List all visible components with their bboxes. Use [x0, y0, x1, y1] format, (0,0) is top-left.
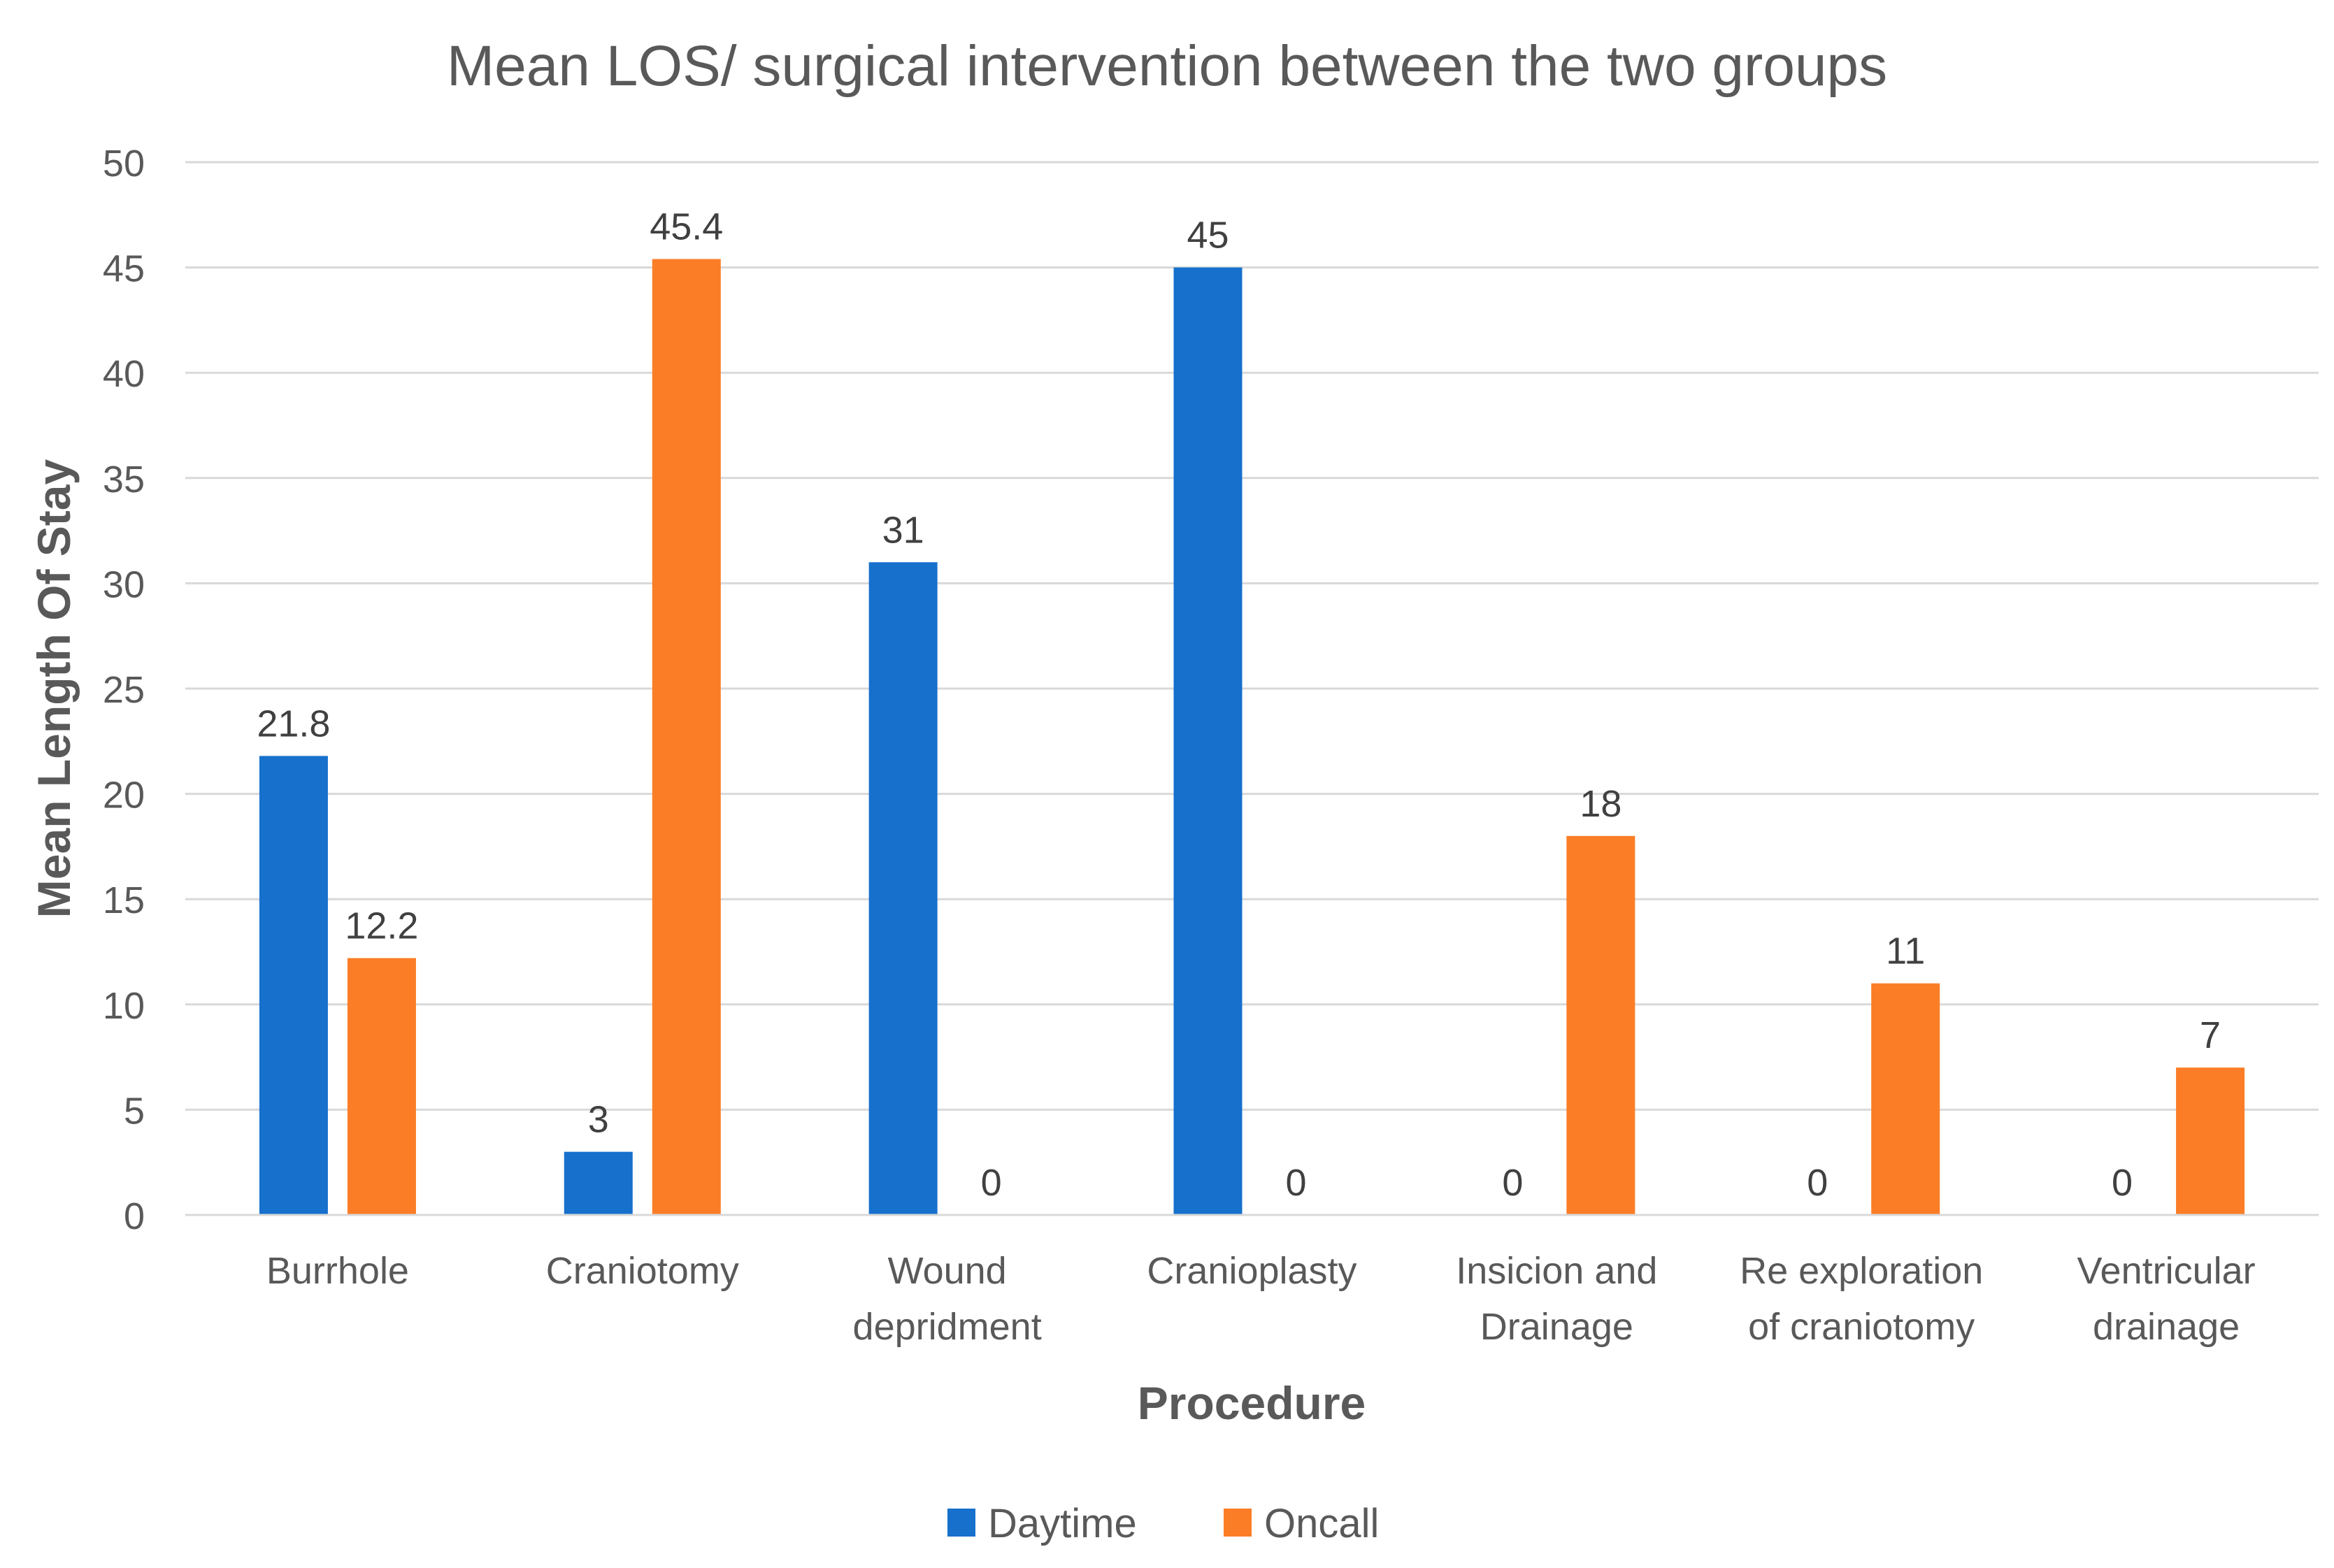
data-label-oncall-2: 0 [981, 1162, 1002, 1204]
x-tick-label-6-0: Ventricular [2077, 1250, 2256, 1292]
data-label-daytime-1: 3 [588, 1099, 609, 1141]
data-labels: 21.8 12.2 3 45.4 31 0 45 0 0 18 0 11 0 7 [257, 206, 2221, 1204]
bar-daytime-1 [564, 1151, 633, 1215]
legend-swatch-daytime [947, 1509, 975, 1537]
bar-daytime-0 [259, 756, 328, 1215]
bar-oncall-1 [652, 259, 721, 1215]
data-label-oncall-3: 0 [1285, 1162, 1306, 1204]
x-tick-label-4-1: Drainage [1480, 1306, 1633, 1348]
y-axis-ticks: 0 5 10 15 20 25 30 35 40 45 50 [103, 143, 145, 1237]
y-tick-label-15: 15 [103, 879, 145, 921]
x-tick-label-5-1: of craniotomy [1748, 1306, 1975, 1348]
x-tick-label-0-0: Burrhole [266, 1250, 409, 1292]
bar-oncall-4 [1566, 835, 1635, 1215]
bar-oncall-0 [347, 958, 416, 1215]
legend: Daytime Oncall [947, 1501, 1379, 1546]
y-tick-label-20: 20 [103, 775, 145, 817]
data-label-daytime-4: 0 [1502, 1162, 1523, 1204]
y-tick-label-35: 35 [103, 459, 145, 501]
y-tick-label-30: 30 [103, 563, 145, 605]
y-tick-label-10: 10 [103, 985, 145, 1027]
data-label-oncall-1: 45.4 [650, 206, 723, 248]
x-tick-label-3-0: Cranioplasty [1147, 1250, 1356, 1292]
data-label-daytime-3: 45 [1187, 215, 1229, 257]
x-tick-label-2-1: depridment [853, 1306, 1042, 1348]
y-tick-label-25: 25 [103, 669, 145, 711]
data-label-daytime-6: 0 [2112, 1162, 2133, 1204]
data-label-daytime-5: 0 [1807, 1162, 1828, 1204]
bar-daytime-2 [868, 562, 938, 1215]
x-tick-label-4-0: Insicion and [1456, 1250, 1657, 1292]
data-label-oncall-4: 18 [1580, 783, 1621, 825]
bars [259, 259, 2245, 1216]
x-tick-label-5-0: Re exploration [1740, 1250, 1983, 1292]
x-axis-ticks: Burrhole Craniotomy Wound depridment Craniop… [266, 1250, 2256, 1348]
x-axis-label: Procedure [1138, 1377, 1366, 1429]
y-tick-label-50: 50 [103, 143, 145, 185]
data-label-daytime-2: 31 [882, 509, 924, 551]
y-tick-label-0: 0 [124, 1195, 145, 1237]
y-axis-label: Mean Length Of Stay [28, 459, 80, 919]
y-tick-label-40: 40 [103, 353, 145, 395]
chart-title: Mean LOS/ surgical intervention between … [447, 34, 1887, 98]
bar-oncall-5 [1871, 983, 1940, 1215]
bar-daytime-3 [1173, 267, 1243, 1216]
data-label-oncall-6: 7 [2200, 1014, 2221, 1056]
x-tick-label-6-1: drainage [2093, 1306, 2240, 1348]
legend-label-daytime: Daytime [988, 1501, 1137, 1546]
data-label-daytime-0: 21.8 [257, 703, 330, 745]
x-tick-label-1-0: Craniotomy [546, 1250, 739, 1292]
bar-oncall-6 [2176, 1067, 2245, 1215]
legend-swatch-oncall [1224, 1509, 1252, 1537]
y-tick-label-45: 45 [103, 248, 145, 290]
x-tick-label-2-0: Wound [888, 1250, 1007, 1292]
y-tick-label-5: 5 [124, 1090, 145, 1132]
data-label-oncall-5: 11 [1886, 930, 1925, 972]
grid [185, 161, 2319, 1111]
data-label-oncall-0: 12.2 [345, 905, 418, 947]
legend-label-oncall: Oncall [1264, 1501, 1379, 1546]
